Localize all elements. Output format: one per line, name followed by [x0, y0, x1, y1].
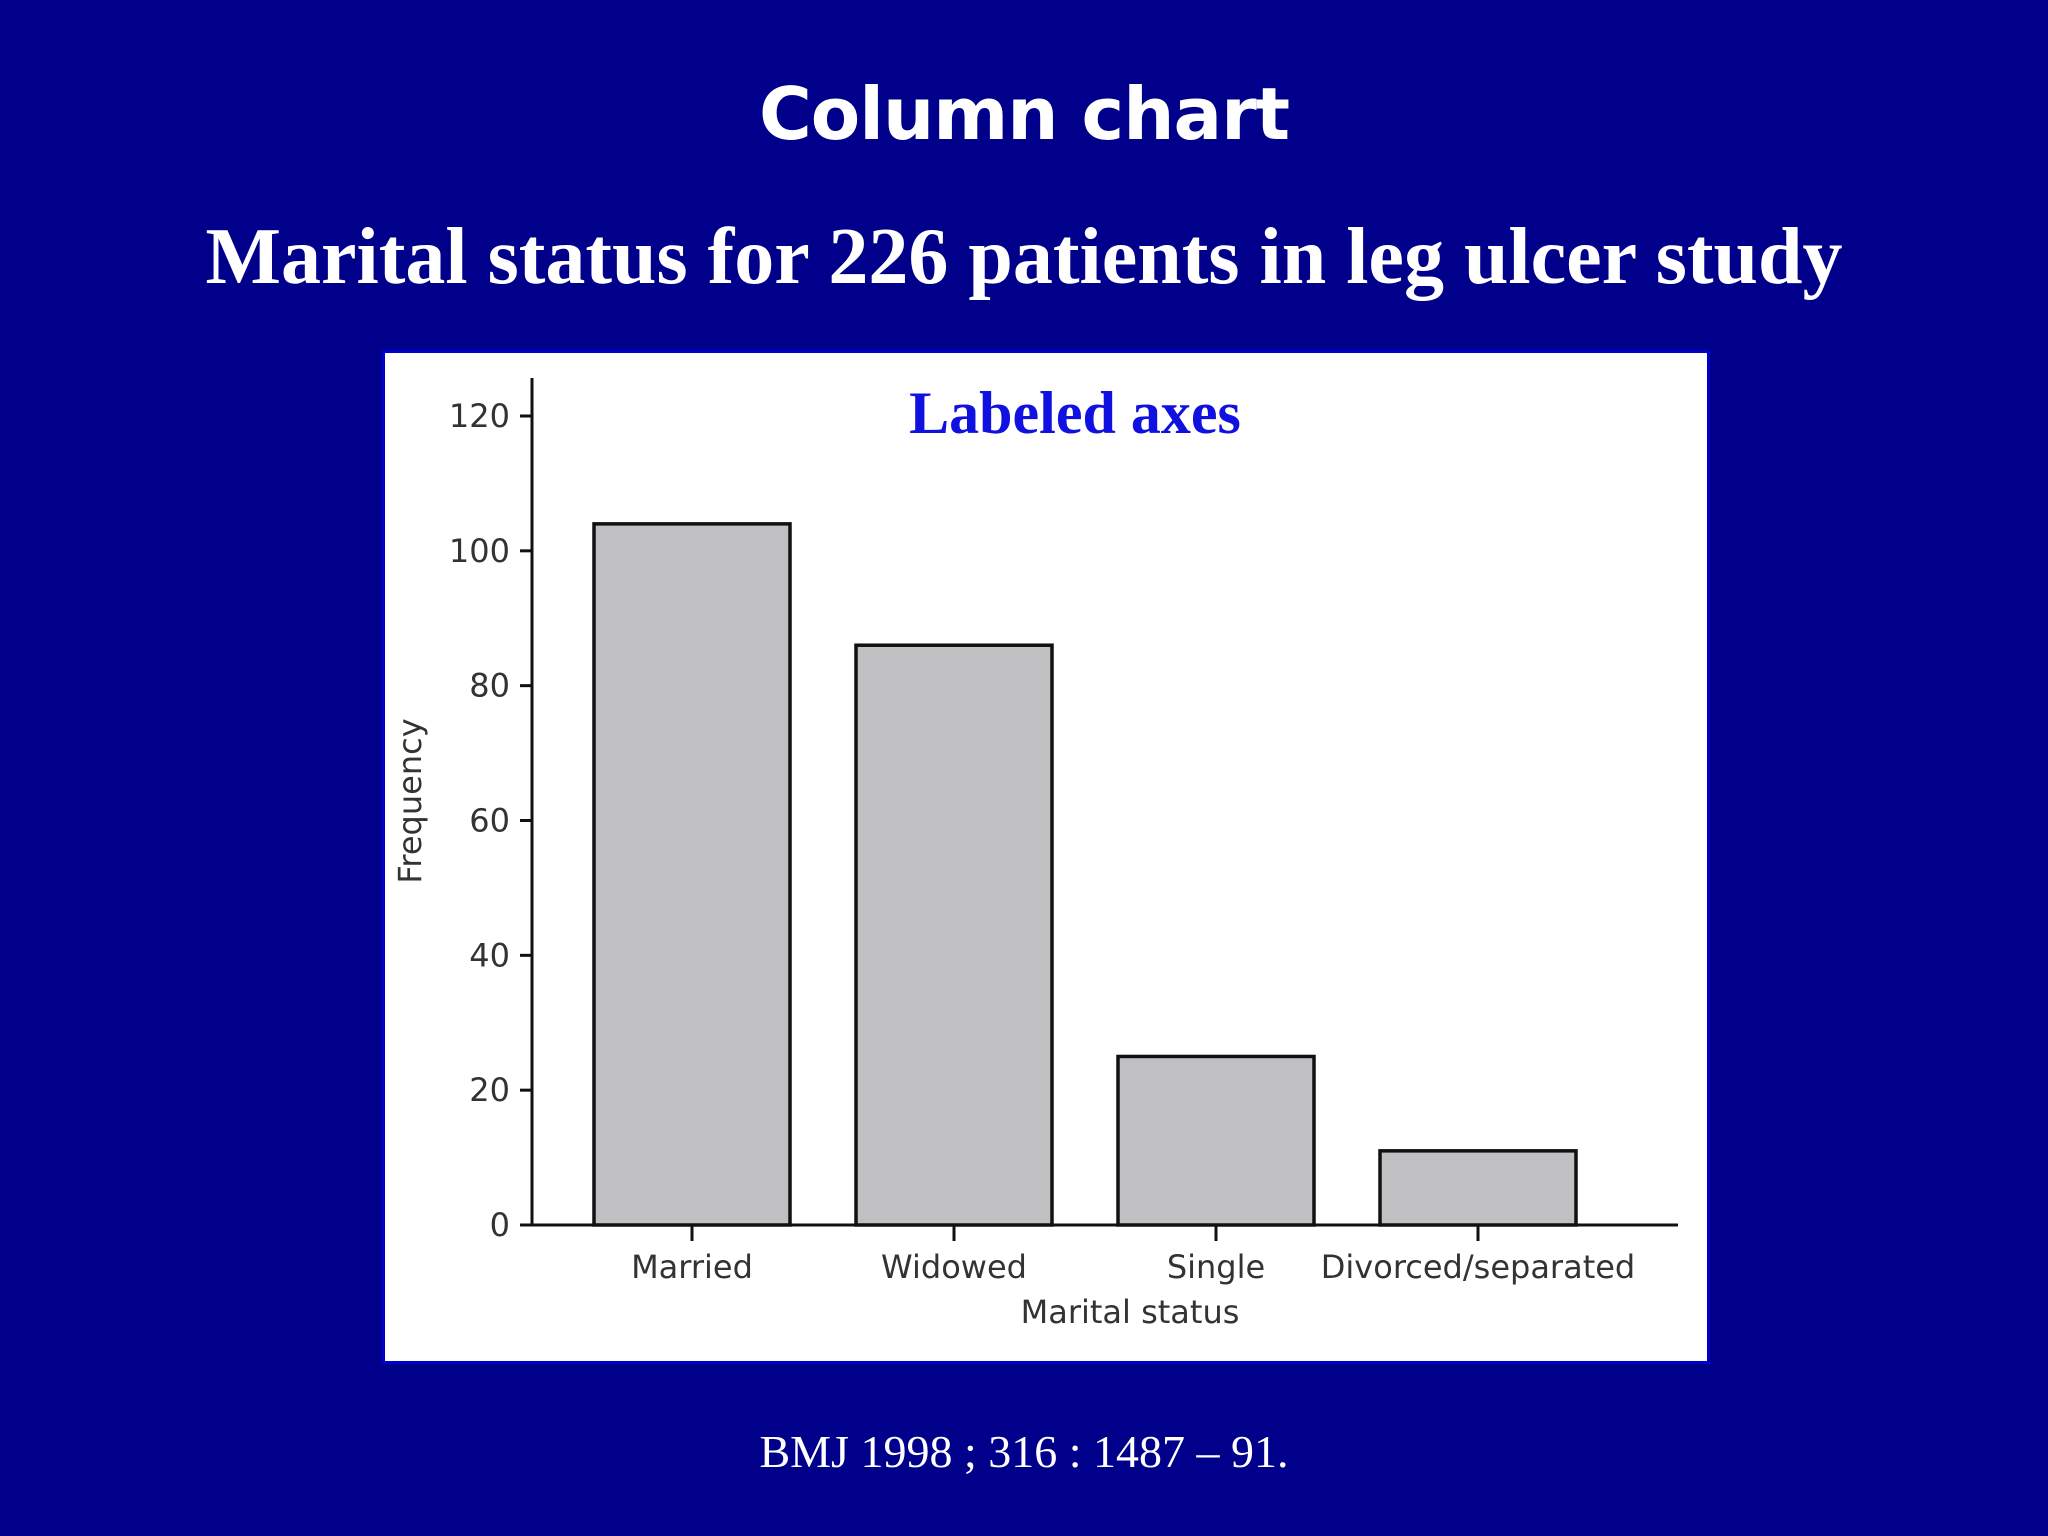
x-axis-label: Marital status — [1021, 1293, 1240, 1331]
y-tick-label: 100 — [449, 532, 510, 570]
x-axis: Married Widowed Single Divorced/separated — [532, 1223, 1678, 1286]
bar-single — [1116, 1054, 1316, 1227]
y-tick-label: 0 — [490, 1206, 510, 1244]
bar-widowed — [854, 643, 1054, 1227]
chart-annotation: Labeled axes — [909, 380, 1241, 446]
y-tick-label: 60 — [469, 802, 510, 840]
y-tick-label: 80 — [469, 667, 510, 705]
slide-subtitle: Marital status for 226 patients in leg u… — [205, 213, 1843, 301]
y-axis-label: Frequency — [391, 718, 429, 883]
y-tick-label: 120 — [449, 397, 510, 435]
y-tick-label: 20 — [469, 1071, 510, 1109]
x-tick-label: Single — [1167, 1248, 1265, 1286]
column-chart: 0 20 40 60 80 100 120 Married Widowed Single Divo… — [391, 378, 1678, 1331]
bars — [592, 522, 1578, 1227]
x-tick-label: Widowed — [881, 1248, 1027, 1286]
bar-divorced-separated — [1378, 1149, 1578, 1227]
y-axis: 0 20 40 60 80 100 120 — [449, 378, 534, 1244]
y-tick-label: 40 — [469, 936, 510, 974]
slide-title: Column chart — [758, 72, 1290, 156]
x-tick-label: Married — [631, 1248, 753, 1286]
chart-panel: 0 20 40 60 80 100 120 Married Widowed Single Divo… — [382, 350, 1710, 1364]
citation: BMJ 1998 ; 316 : 1487 – 91. — [759, 1426, 1289, 1477]
x-tick-label: Divorced/separated — [1321, 1248, 1635, 1286]
bar-married — [592, 522, 792, 1227]
